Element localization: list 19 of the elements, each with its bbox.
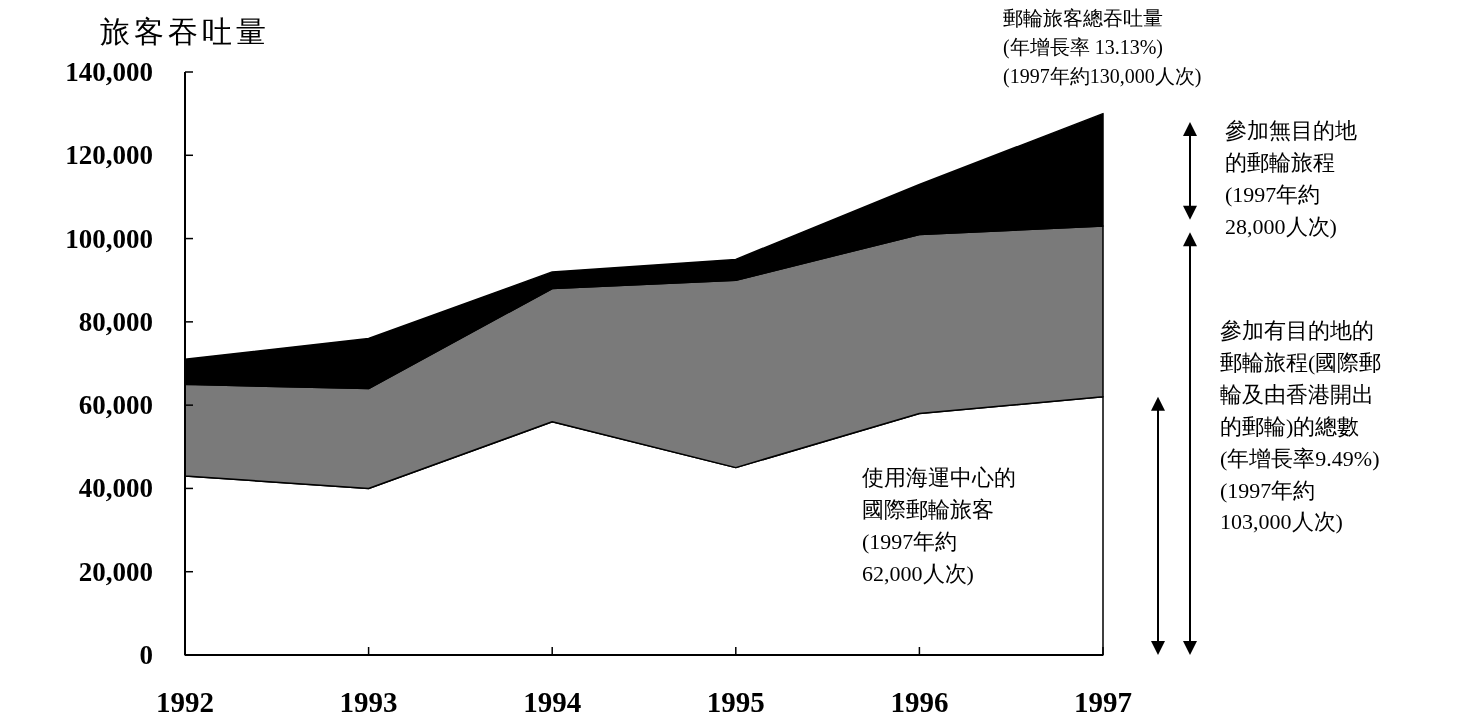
y-tick-label: 120,000 <box>65 140 153 171</box>
y-tick-label: 80,000 <box>78 306 153 337</box>
y-tick-label: 0 <box>139 640 153 670</box>
x-tick-label: 1995 <box>706 686 765 718</box>
annotation: 郵輪旅客總吞吐量(年增長率 13.13%)(1997年約130,000人次) <box>1003 7 1202 88</box>
y-tick-label: 40,000 <box>78 473 153 504</box>
x-tick-label: 1996 <box>890 686 949 718</box>
y-tick-label: 20,000 <box>78 556 153 587</box>
y-tick-label: 60,000 <box>78 390 153 421</box>
x-tick-label: 1994 <box>523 686 582 718</box>
y-tick-label: 140,000 <box>65 57 153 87</box>
text: 參加有目的地的郵輪旅程(國際郵輪及由香港開出的郵輪)的總數(年增長率9.49%)(1997年約103,000人次) <box>1220 318 1382 535</box>
annotation: 使用海運中心的國際郵輪旅客(1997年約62,000人次) <box>862 465 1016 586</box>
x-tick-label: 1993 <box>339 686 398 718</box>
y-axis-title: 旅客吞吐量 <box>100 15 270 48</box>
y-tick-label: 100,000 <box>65 223 153 254</box>
x-tick-label: 1992 <box>156 686 214 718</box>
text: 參加無目的地的郵輪旅程(1997年約28,000人次) <box>1225 118 1357 239</box>
x-tick-label: 1997 <box>1074 686 1132 718</box>
